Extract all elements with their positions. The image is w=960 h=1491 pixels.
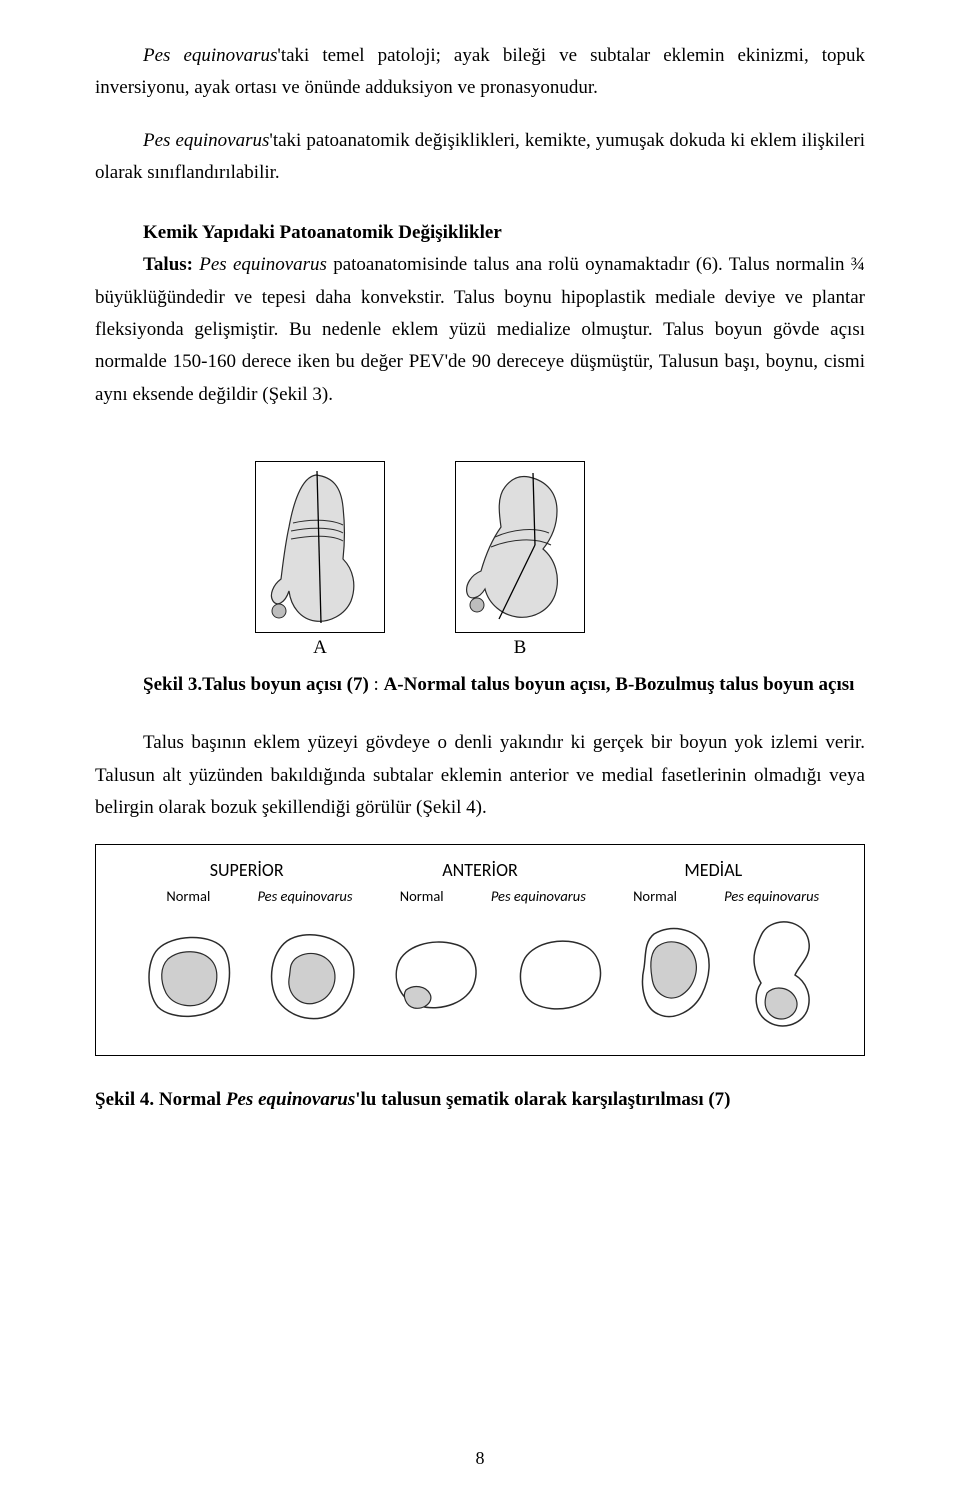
sub-normal-2: Normal xyxy=(400,887,444,905)
bone-anterior-pes-icon xyxy=(507,930,607,1020)
box-sub-2: Pes equinovarus xyxy=(247,887,364,905)
fig4-cap-bold: Şekil 4 xyxy=(95,1089,149,1110)
box-sub-1: Normal xyxy=(130,887,247,905)
fig3-caption-sep: : xyxy=(369,674,384,695)
fig3-caption-a: Şekil 3.Talus boyun açısı (7) xyxy=(143,674,369,695)
figure-3a-box xyxy=(255,461,385,633)
box-sub-3: Normal xyxy=(363,887,480,905)
bone-superior-pes-icon xyxy=(261,925,361,1025)
sub-pes-2: Pes equinovarus xyxy=(491,887,586,905)
sub-normal-3: Normal xyxy=(633,887,677,905)
figure-3-row: A B xyxy=(255,461,865,659)
bone-anterior-normal-icon xyxy=(384,930,484,1020)
page-number: 8 xyxy=(0,1448,960,1469)
talus-rest: patoanatomisinde talus ana rolü oynamakt… xyxy=(95,254,865,404)
talus-label: Talus: xyxy=(143,254,193,275)
box-header-anterior: ANTERİOR xyxy=(363,859,596,881)
paragraph-1: Pes equinovarus'taki temel patoloji; aya… xyxy=(95,40,865,105)
fig4-cap-rest-b: 'lu talusun şematik olarak karşılaştırıl… xyxy=(355,1089,730,1110)
page: Pes equinovarus'taki temel patoloji; aya… xyxy=(0,0,960,1491)
box-sub-5: Normal xyxy=(597,887,714,905)
figure-3b-box xyxy=(455,461,585,633)
box-header-superior: SUPERİOR xyxy=(130,859,363,881)
figure-4-box: SUPERİOR ANTERİOR MEDİAL Normal Pes equi… xyxy=(95,844,865,1056)
bone-medial-pes-icon xyxy=(743,915,823,1035)
fig3-caption-b: A-Normal talus boyun açısı, B-Bozulmuş t… xyxy=(384,674,855,695)
bone-medial-normal-icon xyxy=(630,920,720,1030)
fig4-cap-italic: Pes equinovarus xyxy=(226,1089,355,1110)
box-header-row: SUPERİOR ANTERİOR MEDİAL xyxy=(130,859,830,881)
sub-pes-1: Pes equinovarus xyxy=(257,887,352,905)
figure-3a-label: A xyxy=(313,637,327,659)
bone-superior-normal-icon xyxy=(138,925,238,1025)
sub-normal-1: Normal xyxy=(166,887,210,905)
heading-text: Kemik Yapıdaki Patoanatomik Değişiklikle… xyxy=(143,222,502,243)
figure-3a-col: A xyxy=(255,461,385,659)
talus-paragraph: Talus: Pes equinovarus patoanatomisinde … xyxy=(95,249,865,410)
figure-3-caption: Şekil 3.Talus boyun açısı (7) : A-Normal… xyxy=(95,669,865,701)
box-sub-6: Pes equinovarus xyxy=(713,887,830,905)
paragraph-2: Pes equinovarus'taki patoanatomik değişi… xyxy=(95,125,865,190)
para1-italic: Pes equinovarus xyxy=(143,45,277,66)
talus-a-icon xyxy=(261,467,379,627)
fig4-cap-rest-a: . Normal xyxy=(149,1089,226,1110)
figure-3b-label: B xyxy=(514,637,527,659)
para2-italic: Pes equinovarus xyxy=(143,130,269,151)
talus-italic: Pes equinovarus xyxy=(193,254,333,275)
box-sub-row: Normal Pes equinovarus Normal Pes equino… xyxy=(130,887,830,905)
para3-text: Talus başının eklem yüzeyi gövdeye o den… xyxy=(95,732,865,818)
talus-b-icon xyxy=(461,467,579,627)
box-sub-4: Pes equinovarus xyxy=(480,887,597,905)
box-shapes-row xyxy=(130,915,830,1035)
box-header-medial: MEDİAL xyxy=(597,859,830,881)
figure-4-caption: Şekil 4. Normal Pes equinovarus'lu talus… xyxy=(95,1084,865,1116)
paragraph-3: Talus başının eklem yüzeyi gövdeye o den… xyxy=(95,727,865,824)
figure-3b-col: B xyxy=(455,461,585,659)
section-heading: Kemik Yapıdaki Patoanatomik Değişiklikle… xyxy=(143,217,865,249)
sub-pes-3: Pes equinovarus xyxy=(724,887,819,905)
